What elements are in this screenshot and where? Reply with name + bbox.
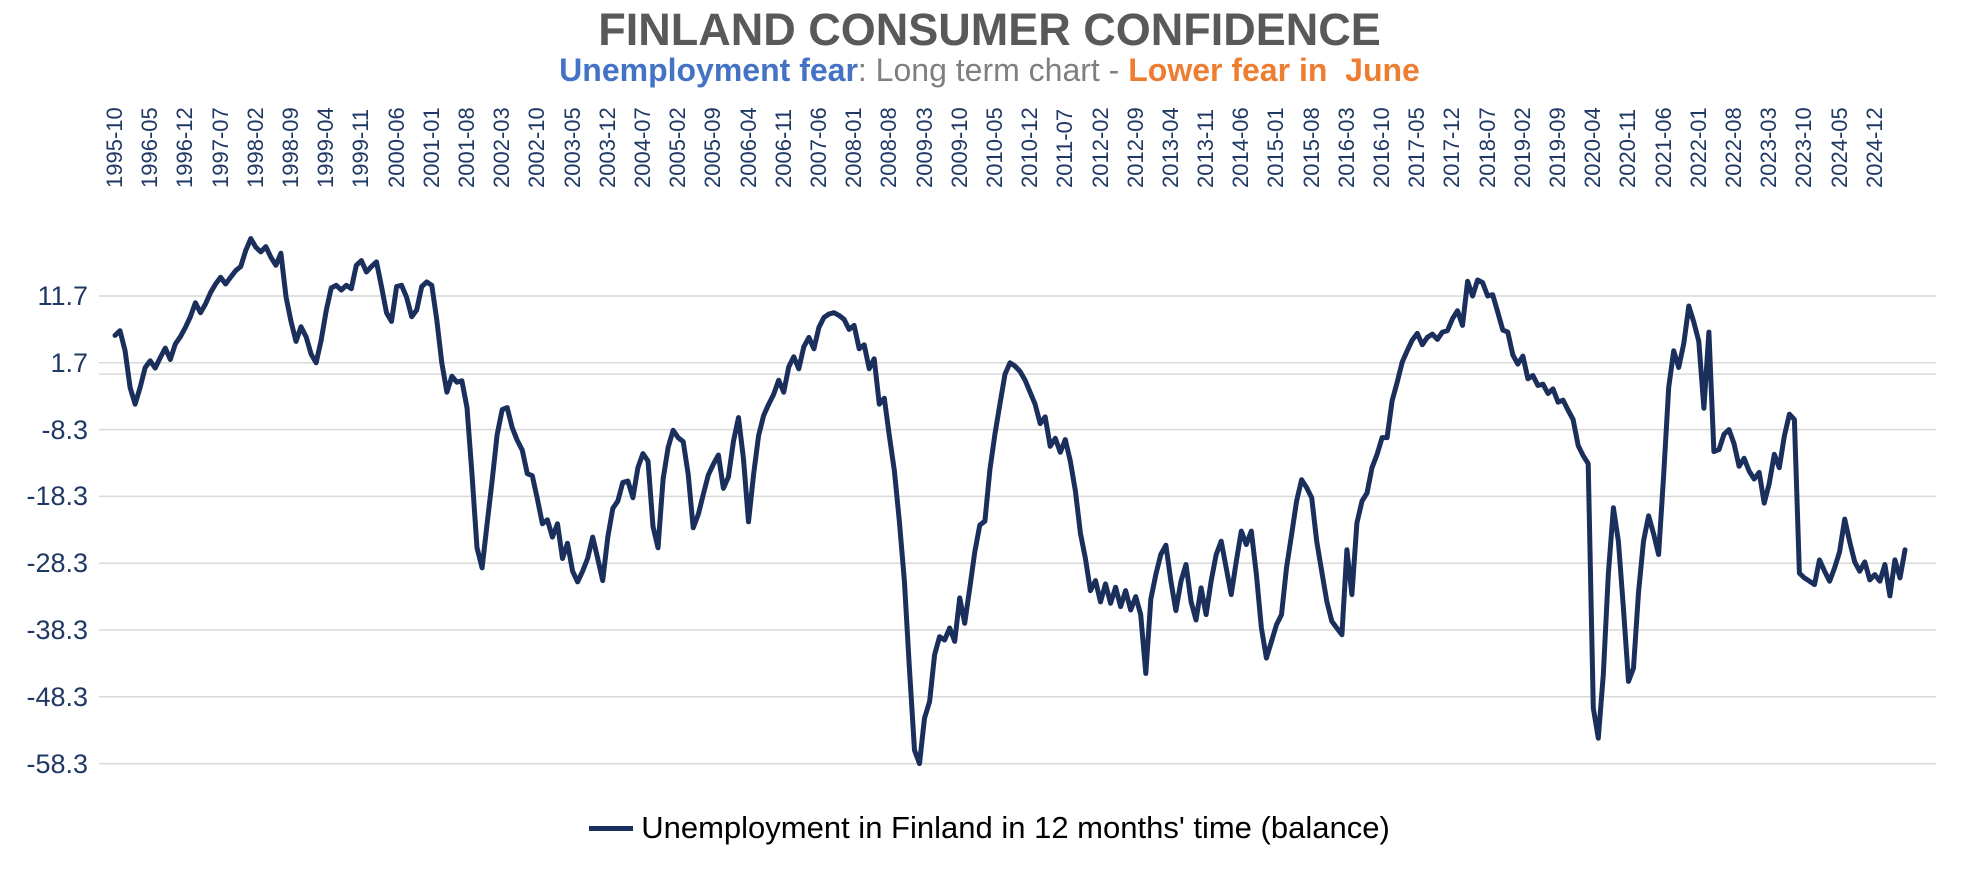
x-tick-label: 2007-06 [805,107,831,188]
x-tick-label: 1998-09 [277,107,303,188]
x-tick-label: 1996-12 [172,107,198,188]
y-tick-label: -28.3 [26,548,88,579]
chart-title: FINLAND CONSUMER CONFIDENCE [598,4,1381,55]
x-tick-label: 2018-07 [1474,107,1500,188]
x-tick-label: 2012-09 [1122,107,1148,188]
x-tick-label: 2014-06 [1228,107,1254,188]
x-tick-label: 2010-05 [981,107,1007,188]
legend-line-swatch [589,825,634,831]
x-tick-label: 1998-02 [242,107,268,188]
x-tick-label: 2022-08 [1721,107,1747,188]
y-tick-label: -58.3 [26,748,88,779]
x-tick-label: 2006-11 [770,108,796,188]
x-tick-label: 2016-10 [1369,107,1395,188]
y-tick-label: -18.3 [26,481,88,512]
x-tick-label: 2005-09 [700,107,726,188]
x-tick-label: 2013-11 [1193,108,1219,188]
x-tick-label: 2019-02 [1509,107,1535,188]
x-tick-label: 2001-08 [453,107,479,188]
x-tick-label: 2013-04 [1157,107,1183,188]
legend: Unemployment in Finland in 12 months' ti… [0,810,1979,846]
x-tick-label: 2017-12 [1439,107,1465,188]
y-tick-label: -48.3 [26,681,88,712]
x-tick-label: 2011-07 [1052,108,1078,188]
y-tick-label: -38.3 [26,615,88,645]
x-tick-label: 1996-05 [137,107,163,188]
x-tick-label: 2015-08 [1298,107,1324,188]
x-tick-label: 2020-04 [1580,107,1606,188]
y-tick-label: 11.7 [37,281,88,311]
x-tick-label: 2004-07 [629,107,655,188]
x-tick-label: 2024-05 [1826,107,1852,188]
subtitle-middle: : Long term chart - [857,52,1129,88]
x-tick-label: 2006-04 [735,107,761,188]
x-tick-label: 2009-03 [911,107,937,188]
x-tick-label: 1997-07 [207,107,233,188]
y-tick-label: -8.3 [41,414,88,445]
subtitle-accent: Lower fear in June [1128,52,1420,88]
x-tick-label: 2000-06 [383,107,409,188]
x-tick-label: 1999-04 [313,107,339,188]
x-tick-label: 2010-12 [1017,107,1043,188]
x-tick-label: 2001-01 [418,107,444,188]
legend-label: Unemployment in Finland in 12 months' ti… [641,810,1390,845]
x-tick-label: 2008-08 [876,107,902,188]
x-tick-label: 2017-05 [1404,107,1430,188]
x-tick-label: 2015-01 [1263,107,1289,188]
series-line [112,236,1908,767]
subtitle-highlight: Unemployment fear [559,52,858,88]
x-tick-label: 2002-10 [524,107,550,188]
x-tick-label: 2008-01 [841,107,867,188]
x-tick-label: 2005-02 [665,107,691,188]
x-tick-label: 2009-10 [946,107,972,188]
x-tick-label: 2021-06 [1650,107,1676,188]
y-tick-label: 1.7 [50,347,88,378]
x-tick-label: 2023-03 [1756,107,1782,188]
x-tick-label: 2012-02 [1087,107,1113,188]
x-tick-label: 2003-12 [594,107,620,188]
x-tick-label: 2020-11 [1615,108,1641,188]
x-tick-label: 1995-10 [102,107,127,188]
x-tick-label: 2019-09 [1545,107,1571,188]
x-tick-label: 2022-01 [1685,107,1711,188]
x-tick-label: 2003-05 [559,107,585,188]
x-tick-label: 2016-03 [1333,107,1359,188]
x-tick-label: 2002-03 [489,107,515,188]
chart-subtitle: Unemployment fear: Long term chart - Low… [0,52,1979,89]
x-tick-label: 2024-12 [1861,107,1887,188]
x-tick-label: 1999-11 [348,108,374,188]
x-tick-label: 2023-10 [1791,107,1817,188]
